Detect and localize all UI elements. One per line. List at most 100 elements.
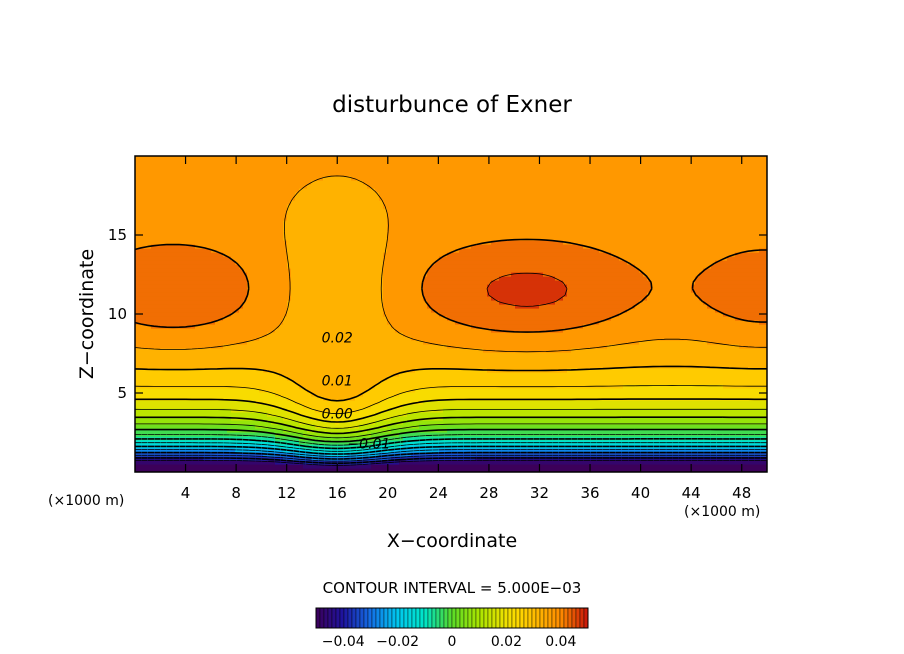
colorbar-tick-labels: −0.04 −0.02 0 0.02 0.04 (322, 634, 577, 650)
colorbar-bin (491, 607, 497, 629)
colorbar-bin (431, 607, 437, 629)
x-tick-label: 28 (479, 484, 498, 502)
x-tick-label: 32 (530, 484, 549, 502)
plot-area: 0.020.010.00−0.01 4 8 12 16 20 24 28 32 36 40 44 48… (108, 155, 768, 502)
colorbar-bin (403, 607, 409, 629)
contour-lines (135, 175, 767, 466)
contour-line (135, 445, 767, 455)
colorbar-bin (343, 607, 349, 629)
colorbar-bin (495, 607, 501, 629)
colorbar-bin (475, 607, 481, 629)
colorbar-bin (315, 607, 321, 629)
colorbar-bin (375, 607, 381, 629)
colorbar-bin (511, 607, 517, 629)
colorbar-bin (523, 607, 529, 629)
colorbar-bin (359, 607, 365, 629)
contour-line (135, 408, 767, 429)
x-tick-label: 16 (328, 484, 347, 502)
contour-line (135, 438, 767, 450)
colorbar-bin (439, 607, 445, 629)
colorbar-bin (579, 607, 585, 629)
contour-line (135, 423, 767, 439)
x-tick-label: 40 (631, 484, 650, 502)
colorbar-bin (423, 607, 429, 629)
colorbar-bin (479, 607, 485, 629)
contour-line (135, 451, 767, 460)
x-tick-label: 44 (682, 484, 701, 502)
contour-line (486, 272, 568, 307)
contour-line (135, 175, 767, 353)
colorbar-bin (367, 607, 373, 629)
colorbar-bin (583, 607, 589, 629)
x-axis-label: X−coordinate (387, 530, 517, 552)
colorbar-tick-label: −0.02 (376, 634, 419, 650)
colorbar-bin (519, 607, 525, 629)
colorbar-bin (323, 607, 329, 629)
colorbar-bin (559, 607, 565, 629)
colorbar-bin (547, 607, 553, 629)
contour-line (135, 238, 767, 333)
colorbar-bin (531, 607, 537, 629)
contour-line (135, 454, 767, 462)
colorbar-frame (315, 607, 589, 629)
colorbar-bin (459, 607, 465, 629)
colorbar-bin (371, 607, 377, 629)
contour-label: 0.02 (322, 331, 353, 347)
colorbar-bin (571, 607, 577, 629)
contour-line (135, 442, 767, 452)
x-tick-label: 24 (429, 484, 448, 502)
y-axis-label: Z−coordinate (76, 249, 98, 379)
colorbar-bin (539, 607, 545, 629)
contour-line (135, 428, 767, 443)
colorbar-bin (391, 607, 397, 629)
y-tick-label: 10 (108, 305, 127, 323)
contour-line (135, 434, 767, 446)
x-tick-label: 4 (181, 484, 191, 502)
colorbar-bin (335, 607, 341, 629)
colorbar-bin (331, 607, 337, 629)
x-tick-label: 12 (277, 484, 296, 502)
colorbar-bin (443, 607, 449, 629)
colorbar-bin (447, 607, 453, 629)
contour-label: 0.01 (322, 373, 353, 389)
colorbar-tick-label: 0.02 (491, 634, 522, 650)
colorbar-tick-label: 0 (448, 634, 457, 650)
colorbar-bin (471, 607, 477, 629)
contour-line (135, 385, 767, 415)
colorbar (315, 607, 589, 629)
colorbar-bin (535, 607, 541, 629)
colorbar-bin (351, 607, 357, 629)
colorbar-bin (551, 607, 557, 629)
y-unit-label: (×1000 m) (48, 493, 124, 509)
x-unit-label: (×1000 m) (684, 504, 760, 520)
colorbar-bin (327, 607, 333, 629)
chart-title: disturbunce of Exner (332, 92, 572, 118)
colorbar-bin (319, 607, 325, 629)
x-axis-ticks: 4 8 12 16 20 24 28 32 36 40 44 48 (181, 156, 751, 502)
colorbar-bin (499, 607, 505, 629)
colorbar-bin (427, 607, 433, 629)
colorbar-bin (463, 607, 469, 629)
colorbar-bin (395, 607, 401, 629)
contour-labels: 0.02 0.01 0.00 −0.01 (322, 331, 391, 453)
contour-line (135, 449, 767, 457)
colorbar-bin (383, 607, 389, 629)
contour-line (135, 416, 767, 435)
colorbar-bin (515, 607, 521, 629)
colorbar-bin (455, 607, 461, 629)
x-tick-label: 20 (378, 484, 397, 502)
colorbar-bin (355, 607, 361, 629)
colorbar-bin (527, 607, 533, 629)
colorbar-bin (419, 607, 425, 629)
colorbar-bin (363, 607, 369, 629)
colorbar-bin (407, 607, 413, 629)
colorbar-bin (399, 607, 405, 629)
colorbar-bin (467, 607, 473, 629)
colorbar-bin (379, 607, 385, 629)
y-tick-label: 15 (108, 226, 127, 244)
x-tick-label: 48 (732, 484, 751, 502)
colorbar-tick-label: 0.04 (545, 634, 576, 650)
colorbar-bin (543, 607, 549, 629)
contour-line (135, 365, 767, 402)
